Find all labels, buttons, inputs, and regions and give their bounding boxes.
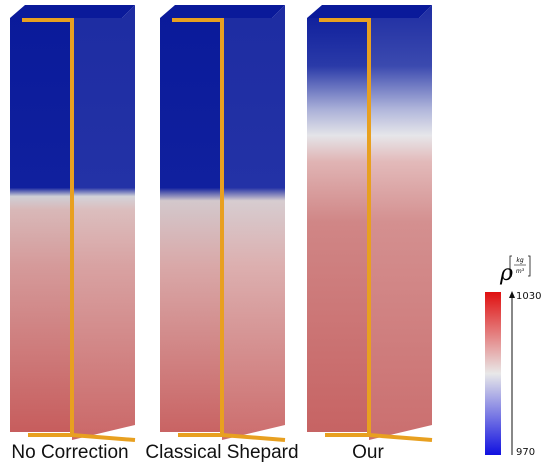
- colorbar: ρ kg m³ 1030 970: [485, 255, 541, 458]
- column-side: [222, 5, 285, 440]
- unit-brackets: [509, 255, 531, 277]
- frame-line: [368, 433, 433, 442]
- colorbar-arrow: [509, 291, 515, 298]
- column-no-correction: [10, 5, 136, 442]
- colorbar-min-label: 970: [516, 447, 535, 458]
- colorbar-gradient: [485, 292, 501, 455]
- frame-line: [22, 18, 74, 437]
- column-front: [307, 18, 369, 432]
- colorbar-symbol: ρ: [499, 261, 513, 286]
- column-our: [307, 5, 433, 442]
- frame-line: [221, 433, 286, 442]
- column-classical-shepard: [160, 5, 286, 442]
- column-front: [10, 18, 72, 432]
- colorbar-max-label: 1030: [516, 291, 541, 302]
- unit-numerator: kg: [516, 257, 523, 264]
- frame-line: [172, 18, 224, 437]
- column-top: [307, 5, 432, 18]
- column-top: [10, 5, 135, 18]
- column-side: [369, 5, 432, 440]
- panel-label: Our: [352, 442, 384, 463]
- frame-line: [71, 433, 136, 442]
- panel-label: No Correction: [11, 442, 128, 463]
- frame-line: [319, 18, 371, 437]
- column-top: [160, 5, 285, 18]
- column-side: [72, 5, 135, 440]
- unit-denominator: m³: [516, 268, 525, 275]
- column-front: [160, 18, 222, 432]
- panel-label: Classical Shepard: [145, 442, 298, 463]
